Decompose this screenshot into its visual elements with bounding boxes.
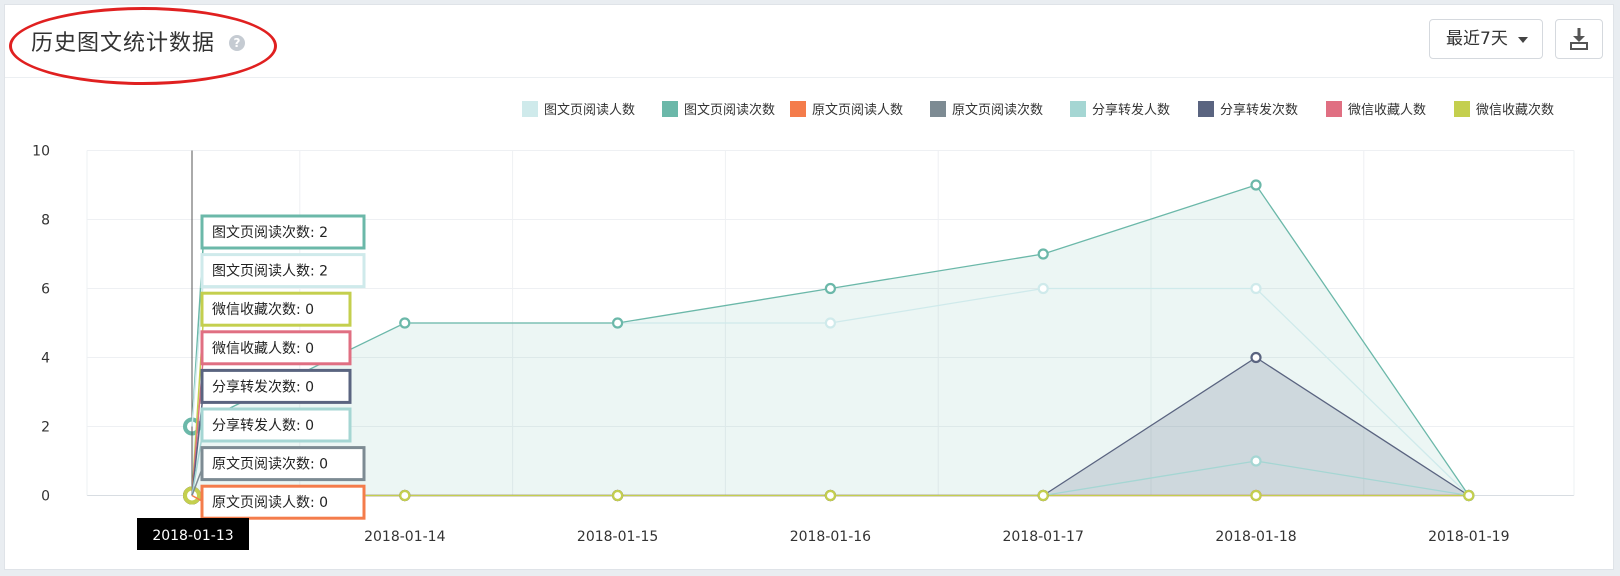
point-page_read_count[interactable] <box>399 317 411 329</box>
tooltip-connector <box>191 386 205 496</box>
point-share_count[interactable] <box>1250 351 1262 364</box>
area-share_count <box>192 357 1469 496</box>
x-tick-label-active: 2018-01-13 <box>152 528 233 544</box>
legend-item-fav_users[interactable]: 微信收藏人数 <box>1326 101 1426 118</box>
legend-swatch <box>662 101 678 117</box>
legend-swatch <box>1454 101 1470 117</box>
page-title: 历史图文统计数据 <box>31 31 216 56</box>
y-tick-label: 4 <box>41 351 50 367</box>
legend-label: 原文页阅读次数 <box>952 102 1043 118</box>
y-tick-label: 10 <box>32 144 50 160</box>
series-areas <box>192 185 1469 496</box>
y-axis: 0 2 4 6 8 10 <box>32 144 50 505</box>
y-tick-label: 2 <box>41 420 50 436</box>
legend-swatch <box>790 101 806 117</box>
tooltip-label: 图文页阅读人数: 2 <box>212 263 328 280</box>
point-fav_count[interactable] <box>824 489 837 502</box>
point-fav_count[interactable] <box>1250 489 1262 502</box>
hover-crosshair: 图文页阅读次数: 2 图文页阅读人数: 2 微信收藏次数: 0 微信收藏人数: 0 分享… <box>137 150 366 550</box>
legend-swatch <box>1326 101 1342 117</box>
tooltip-label: 分享转发人数: 0 <box>212 417 314 434</box>
legend-label: 原文页阅读人数 <box>812 103 903 118</box>
legend-item-page_read_count[interactable]: 图文页阅读次数 <box>662 101 775 118</box>
tooltip-label: 原文页阅读次数: 0 <box>212 456 328 473</box>
x-tick-label: 2018-01-17 <box>1003 529 1084 545</box>
tooltip-box <box>200 253 366 289</box>
point-fav_count[interactable] <box>1037 489 1049 502</box>
legend-swatch <box>522 101 538 117</box>
tooltip-label: 分享转发次数: 0 <box>212 378 314 395</box>
point-page_read_users[interactable] <box>824 317 837 329</box>
x-tick-label: 2018-01-16 <box>790 529 871 545</box>
date-range-dropdown[interactable]: 最近7天 <box>1429 19 1543 59</box>
legend-item-orig_read_users[interactable]: 原文页阅读人数 <box>790 101 903 118</box>
tooltip-box <box>200 368 352 404</box>
tooltip-box <box>200 291 352 327</box>
point-page_read_count[interactable] <box>1250 179 1262 191</box>
tooltip-box <box>200 484 366 520</box>
tooltip-box <box>200 446 366 482</box>
y-tick-label: 0 <box>41 489 50 505</box>
tooltip-label: 原文页阅读人数: 0 <box>212 494 328 511</box>
legend-item-share_users[interactable]: 分享转发人数 <box>1070 101 1170 118</box>
tooltip-label: 图文页阅读次数: 2 <box>212 224 328 241</box>
caret-down-icon <box>1518 37 1528 43</box>
hover-x-label-bg <box>137 518 249 550</box>
legend-item-fav_count[interactable]: 微信收藏次数 <box>1454 101 1554 118</box>
point-page_read_count[interactable] <box>824 282 837 295</box>
area-page_read_count <box>192 185 1469 496</box>
point-page_read_users[interactable] <box>1250 282 1262 295</box>
tooltip-box <box>200 214 366 250</box>
point-fav_count[interactable] <box>399 489 411 502</box>
point-page_read_users[interactable] <box>1037 282 1049 295</box>
tooltip-label: 微信收藏次数: 0 <box>212 302 314 318</box>
chart-legend: 图文页阅读人数 图文页阅读次数 原文页阅读人数 原文页阅读次数 分享转发人数 分享转发次数… <box>522 101 1554 118</box>
legend-swatch <box>1070 101 1086 117</box>
download-button[interactable] <box>1555 19 1603 59</box>
legend-swatch <box>930 101 946 117</box>
x-tick-label: 2018-01-18 <box>1215 529 1296 545</box>
point-page_read_count[interactable] <box>1037 248 1049 260</box>
point-fav_count[interactable] <box>611 489 624 502</box>
x-tick-label: 2018-01-15 <box>577 529 658 545</box>
x-tick-label: 2018-01-19 <box>1428 529 1509 545</box>
legend-label: 分享转发次数 <box>1220 102 1298 118</box>
point-share_users[interactable] <box>1250 455 1262 467</box>
tooltip-box <box>200 407 352 443</box>
legend-item-page_read_users[interactable]: 图文页阅读人数 <box>522 101 635 118</box>
x-axis: 2018-01-14 2018-01-15 2018-01-16 2018-01-17… <box>364 529 1509 545</box>
x-tick-label: 2018-01-14 <box>364 529 445 545</box>
legend-item-share_count[interactable]: 分享转发次数 <box>1198 101 1298 118</box>
y-tick-label: 6 <box>41 282 50 298</box>
tooltip-box <box>200 330 352 366</box>
legend-item-orig_read_count[interactable]: 原文页阅读次数 <box>930 101 1043 118</box>
legend-label: 图文页阅读人数 <box>544 103 635 118</box>
download-icon <box>1570 28 1588 50</box>
legend-label: 微信收藏次数 <box>1476 102 1554 118</box>
legend-swatch <box>1198 101 1214 117</box>
panel-header: 历史图文统计数据 ? 最近7天 <box>5 5 1613 85</box>
point-fav_count[interactable] <box>1463 489 1475 502</box>
point-page_read_count[interactable] <box>611 317 624 329</box>
legend-label: 分享转发人数 <box>1092 102 1170 118</box>
y-tick-label: 8 <box>41 213 50 229</box>
tooltip-label: 微信收藏人数: 0 <box>212 341 314 357</box>
legend-label: 图文页阅读次数 <box>684 102 775 118</box>
date-range-label: 最近7天 <box>1446 29 1508 49</box>
legend-label: 微信收藏人数 <box>1348 103 1426 118</box>
question-circle-icon[interactable]: ? <box>229 35 245 51</box>
